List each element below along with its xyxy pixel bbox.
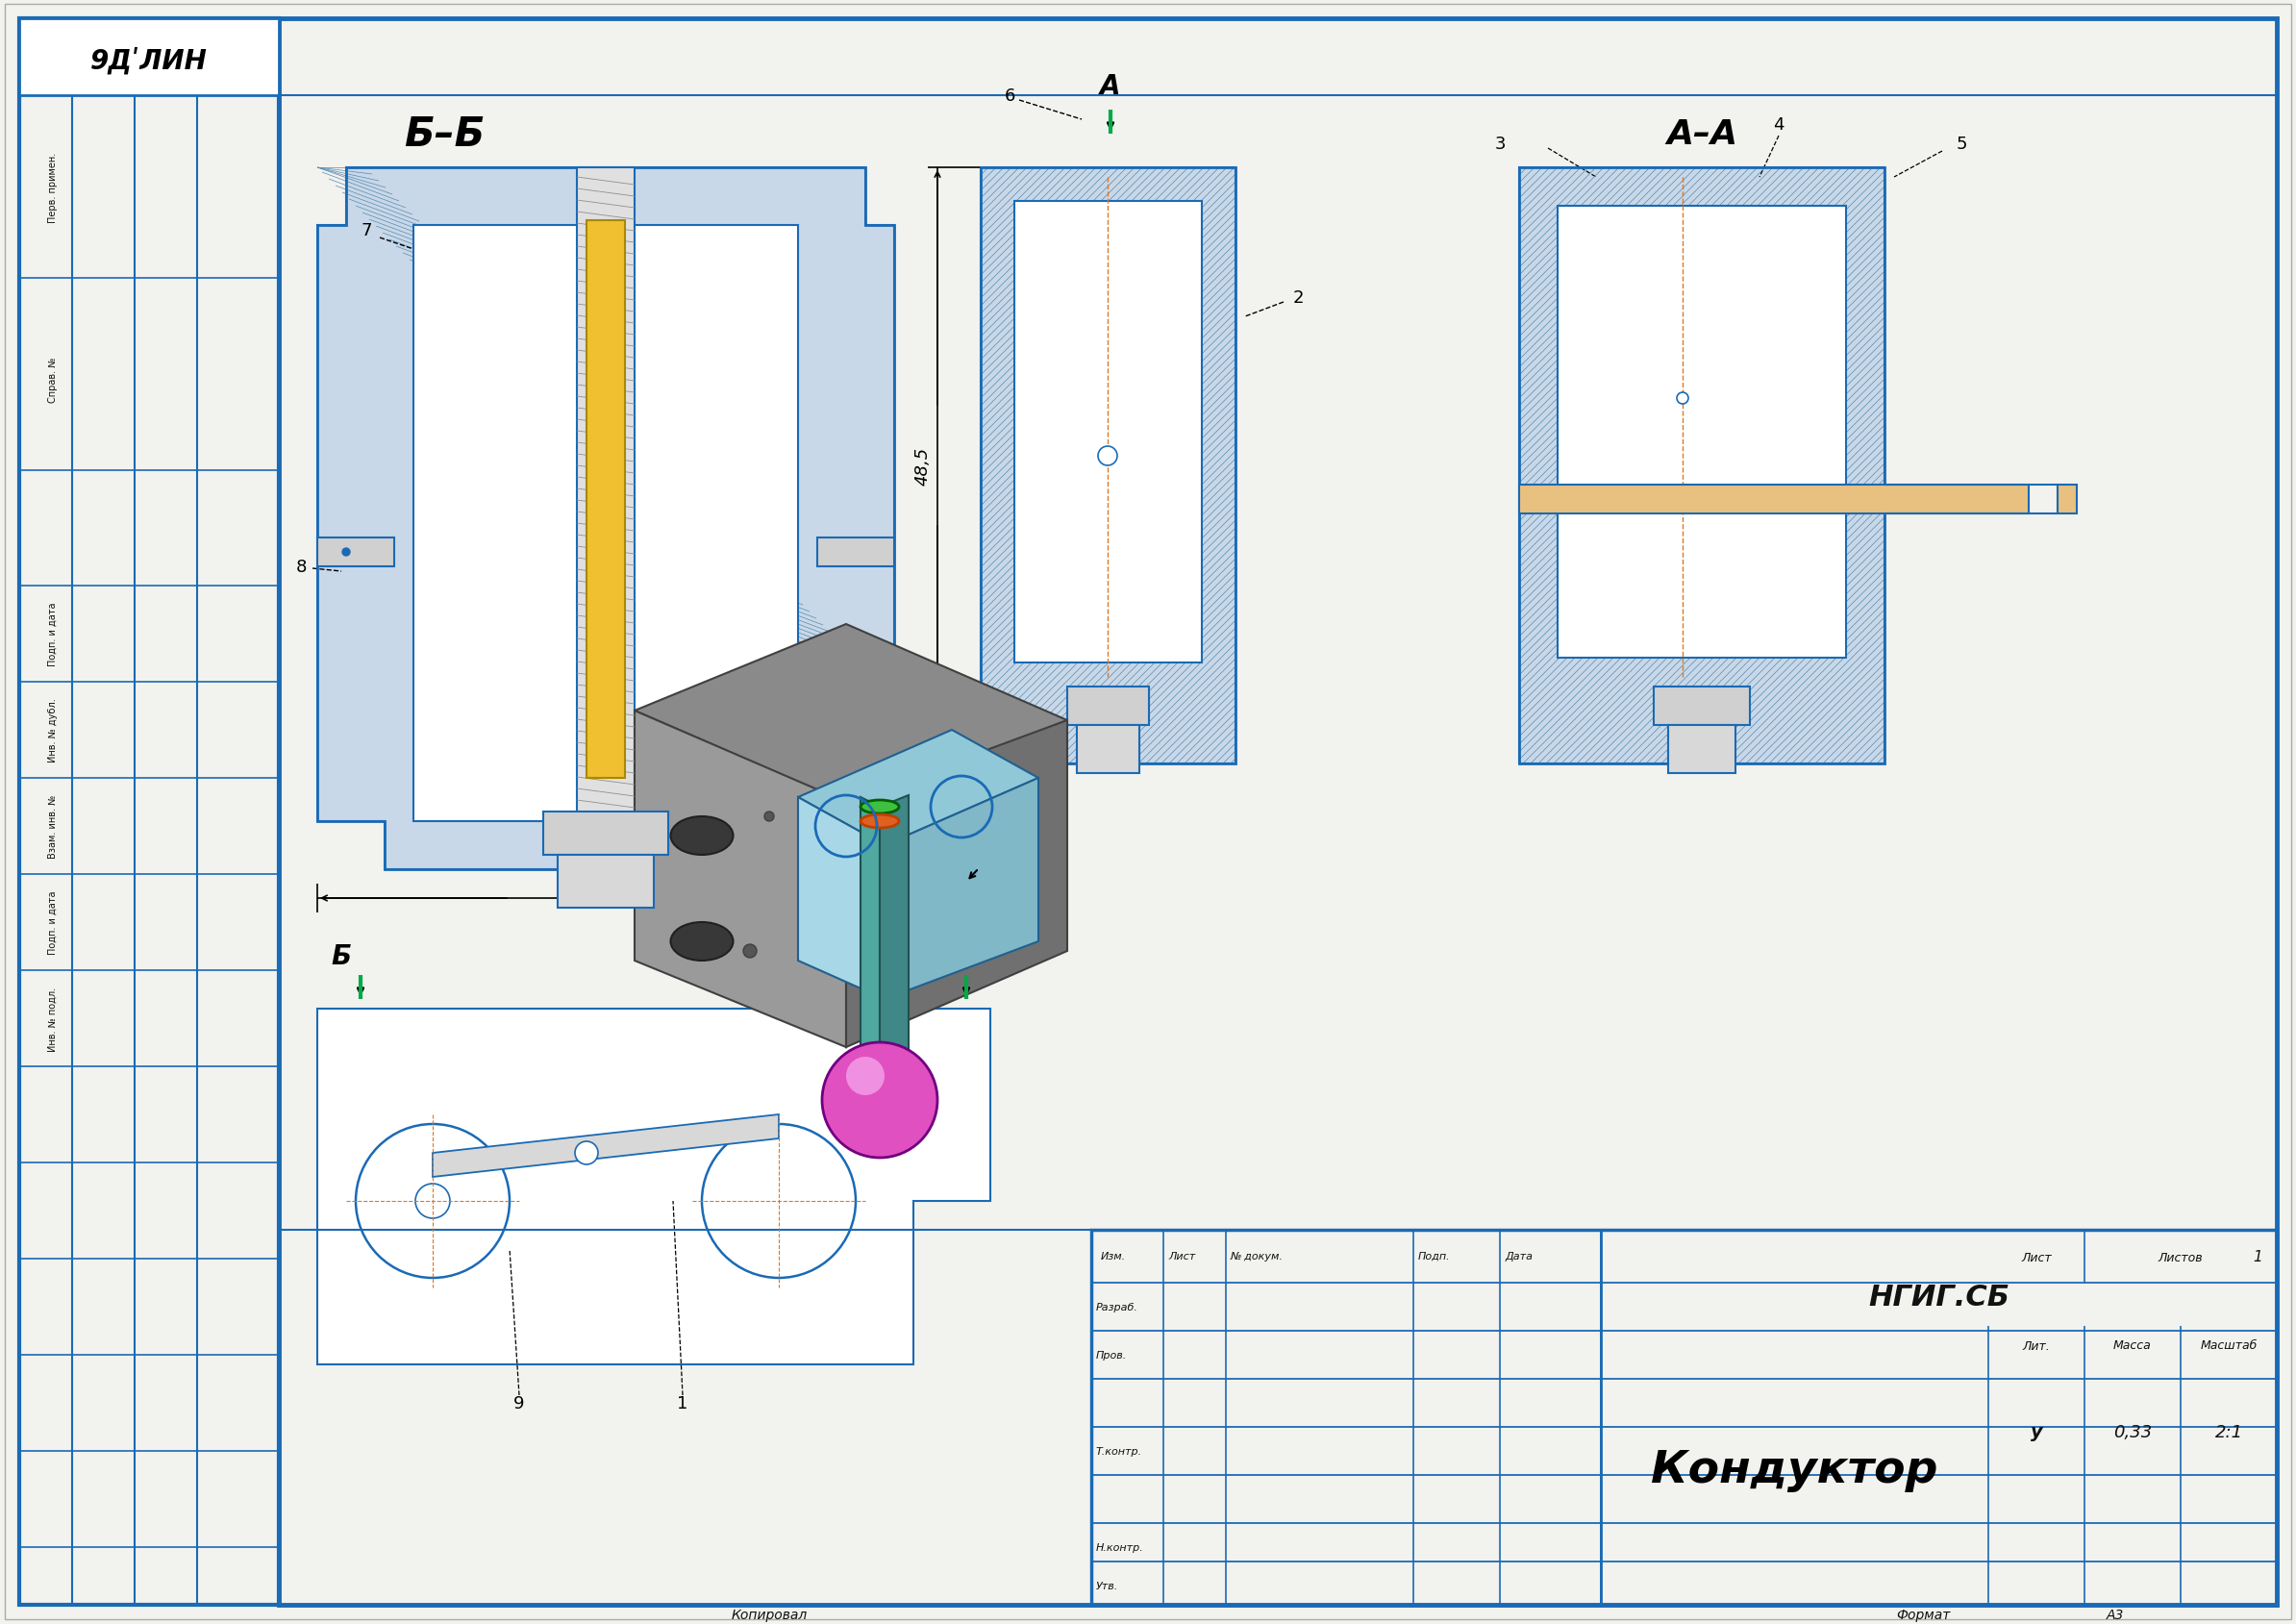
Text: Лист: Лист [1169, 1250, 1196, 1260]
Bar [1520, 169, 1885, 763]
Text: 1: 1 [677, 1395, 689, 1411]
Text: 32: 32 [912, 776, 934, 794]
Bar [817, 538, 893, 567]
Circle shape [847, 1057, 884, 1096]
Bar [558, 856, 654, 908]
Text: Б: Б [955, 942, 976, 970]
Circle shape [1676, 393, 1688, 404]
Bar [2057, 486, 2078, 515]
Text: Подп. и дата: Подп. и дата [48, 603, 57, 666]
Text: Подп.: Подп. [1419, 1250, 1451, 1260]
Bar [1068, 687, 1148, 726]
Text: Лит.: Лит. [2023, 1340, 2050, 1351]
Text: 0,33: 0,33 [2112, 1423, 2151, 1440]
Polygon shape [861, 797, 879, 1096]
Text: 49: 49 [595, 890, 618, 908]
Text: Перв. примен.: Перв. примен. [48, 153, 57, 222]
Text: Дата: Дата [1504, 1250, 1534, 1260]
Text: Б–Б: Б–Б [404, 114, 484, 154]
Polygon shape [879, 796, 909, 1096]
Text: Справ. №: Справ. № [48, 357, 57, 403]
Text: А: А [974, 856, 990, 874]
Text: у: у [2030, 1423, 2043, 1440]
Bar [18, 19, 278, 96]
Ellipse shape [670, 817, 732, 856]
Text: 9ДʹЛИН: 9ДʹЛИН [90, 47, 207, 75]
Ellipse shape [861, 801, 900, 814]
Bar [1557, 206, 1846, 658]
Bar [980, 169, 1235, 763]
Text: Т.контр.: Т.контр. [1095, 1447, 1143, 1455]
Text: Пров.: Пров. [1095, 1350, 1127, 1359]
Text: Инв. № дубл.: Инв. № дубл. [48, 698, 57, 762]
Bar [576, 169, 634, 870]
Polygon shape [317, 1009, 990, 1364]
Circle shape [703, 1124, 856, 1278]
Text: 7: 7 [360, 222, 372, 239]
Polygon shape [799, 797, 884, 999]
Polygon shape [634, 625, 1068, 807]
Polygon shape [317, 169, 893, 870]
Bar [585, 221, 625, 778]
Text: Формат: Формат [1896, 1608, 1949, 1621]
Text: Изм.: Изм. [1100, 1250, 1125, 1260]
Polygon shape [884, 778, 1038, 999]
Circle shape [356, 1124, 510, 1278]
Polygon shape [634, 711, 847, 1047]
Text: 2:1: 2:1 [2216, 1423, 2243, 1440]
Bar [317, 538, 395, 567]
Text: Подп. и дата: Подп. и дата [48, 890, 57, 955]
Circle shape [744, 945, 758, 958]
Text: Инв. № подл.: Инв. № подл. [48, 986, 57, 1051]
Text: 8: 8 [296, 559, 308, 575]
Bar [1669, 726, 1736, 773]
Circle shape [1097, 447, 1118, 466]
Text: НГИГ.СБ: НГИГ.СБ [1869, 1283, 2009, 1311]
Bar [1015, 201, 1201, 663]
Bar [413, 226, 799, 822]
Bar [278, 19, 2278, 1605]
Bar [1520, 486, 2030, 515]
Circle shape [342, 549, 349, 557]
Ellipse shape [670, 922, 732, 961]
Text: А–А: А–А [1667, 119, 1738, 151]
Text: 3: 3 [1495, 135, 1506, 153]
Text: Масса: Масса [2112, 1340, 2151, 1351]
Text: Масштаб: Масштаб [2200, 1340, 2257, 1351]
Circle shape [416, 1184, 450, 1218]
Bar [980, 169, 1235, 763]
Text: 5: 5 [1956, 135, 1968, 153]
Text: 6: 6 [1006, 88, 1015, 104]
Circle shape [822, 1043, 937, 1158]
Bar [1653, 687, 1750, 726]
Text: А3: А3 [2105, 1608, 2124, 1621]
Text: Б: Б [331, 942, 351, 970]
Text: Разраб.: Разраб. [1095, 1302, 1139, 1312]
Text: Лист: Лист [2020, 1250, 2053, 1263]
Bar [18, 19, 278, 1605]
Text: 1: 1 [2252, 1250, 2262, 1263]
Bar [1077, 726, 1139, 773]
Text: № докум.: № докум. [1231, 1250, 1283, 1260]
Text: Утв.: Утв. [1095, 1580, 1118, 1590]
Bar [1520, 169, 1885, 763]
Text: 9: 9 [514, 1395, 526, 1411]
Text: Н.контр.: Н.контр. [1095, 1543, 1143, 1553]
Circle shape [765, 812, 774, 822]
Text: Листов: Листов [2158, 1250, 2204, 1263]
Polygon shape [432, 1114, 778, 1177]
Polygon shape [799, 731, 1038, 846]
Text: А: А [1100, 73, 1120, 101]
Text: 48,5: 48,5 [914, 447, 932, 486]
Circle shape [574, 1142, 597, 1164]
Text: 2: 2 [1293, 289, 1304, 307]
Ellipse shape [861, 815, 900, 828]
Text: Взам. инв. №: Взам. инв. № [48, 794, 57, 857]
Text: Кондуктор: Кондуктор [1651, 1449, 1938, 1492]
Bar [1091, 1229, 2278, 1605]
Polygon shape [847, 721, 1068, 1047]
Text: 4: 4 [1773, 117, 1784, 133]
Text: Копировал: Копировал [730, 1608, 808, 1621]
Bar [544, 812, 668, 856]
